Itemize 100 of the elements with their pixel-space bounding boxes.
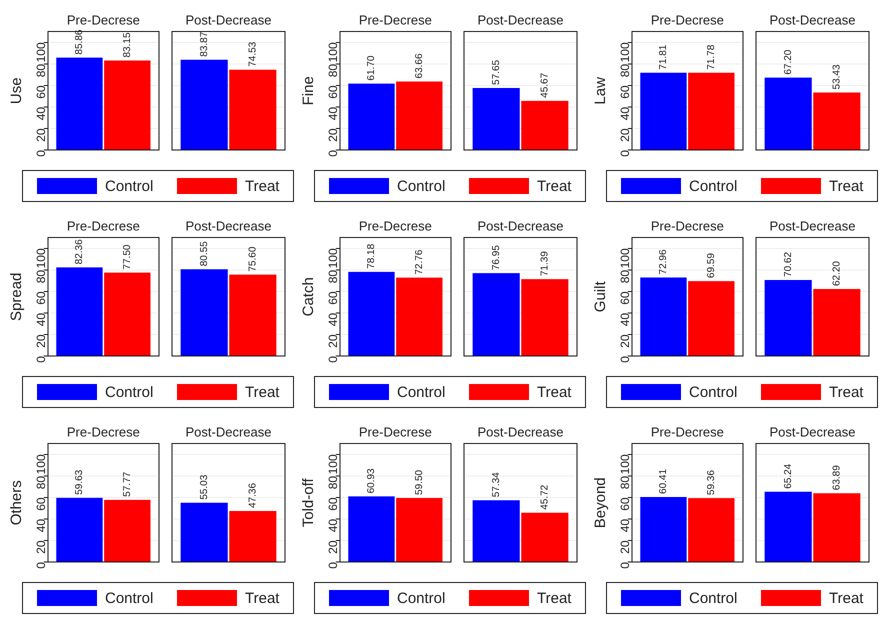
legend-label: Treat [245,384,280,400]
legend-label: Treat [537,384,572,400]
x-tick-label: Pre-Decrese [66,218,140,234]
data-label: 80.55 [198,240,210,266]
data-label: 55.03 [198,474,210,500]
data-label: 74.53 [248,41,259,67]
y-tick-label: 60 [34,497,48,511]
y-tick-label: 100 [34,42,48,62]
x-tick-label: Post-Decrease [478,12,564,28]
y-tick-label: 60 [326,497,340,511]
legend-label: Control [105,178,154,194]
y-tick-label: 40 [618,312,632,326]
legend-label: Treat [537,590,572,606]
y-tick-label: 0 [326,356,340,363]
y-tick-label: 60 [34,291,48,305]
y-tick-label: 100 [618,454,632,474]
y-tick-label: 20 [326,334,340,348]
y-tick-label: 40 [618,518,632,532]
x-tick-label: Post-Decrease [478,218,564,234]
y-tick-label: 0 [34,356,48,363]
y-tick-label: 60 [34,85,48,99]
y-tick-label: 0 [618,356,632,363]
y-tick-label: 60 [618,85,632,99]
y-tick-label: 40 [326,106,340,120]
data-label: 53.43 [832,64,843,90]
y-tick-label: 100 [618,248,632,268]
y-tick-label: 40 [34,518,48,532]
data-label: 83.15 [122,32,134,58]
y-axis-title: Use [8,77,26,104]
x-tick-label: Pre-Decrese [650,218,724,234]
data-label: 77.50 [122,244,134,270]
data-label: 63.89 [832,464,843,490]
y-tick-label: 60 [618,497,632,511]
data-label: 62.20 [832,260,843,286]
data-label: 57.65 [490,59,502,85]
y-tick-label: 60 [326,85,340,99]
data-label: 71.81 [658,44,670,70]
legend-label: Control [689,178,738,194]
y-tick-label: 80 [618,64,632,78]
y-tick-label: 20 [34,334,48,348]
legend-label: Control [397,178,446,194]
legend-label: Treat [245,178,280,194]
y-axis-title: Catch [300,277,318,316]
x-tick-label: Pre-Decrese [650,12,724,28]
y-tick-label: 80 [34,476,48,490]
y-tick-label: 80 [34,270,48,284]
y-tick-label: 0 [326,562,340,569]
data-label: 75.60 [248,246,259,272]
y-tick-label: 40 [618,106,632,120]
legend-label: Control [689,590,738,606]
x-tick-label: Pre-Decrese [650,424,724,440]
legend-label: Control [689,384,738,400]
y-tick-label: 40 [326,518,340,532]
data-label: 69.59 [706,252,718,278]
data-label: 60.93 [366,468,378,494]
y-tick-label: 60 [618,291,632,305]
y-tick-label: 0 [326,150,340,157]
x-tick-label: Pre-Decrese [358,218,432,234]
data-label: 61.70 [366,55,378,81]
legend-label: Control [105,384,154,400]
y-tick-label: 20 [618,334,632,348]
y-tick-label: 0 [618,562,632,569]
data-label: 82.36 [74,238,86,264]
y-tick-label: 20 [326,540,340,554]
x-tick-label: Post-Decrease [478,424,564,440]
y-axis-title: Others [8,480,26,526]
data-label: 83.87 [198,31,210,57]
y-tick-label: 80 [326,64,340,78]
y-axis-title: Spread [8,272,26,321]
data-label: 70.62 [782,252,794,277]
legend-label: Control [105,590,154,606]
legend-label: Control [397,590,446,606]
y-tick-label: 100 [326,42,340,62]
x-tick-label: Post-Decrease [186,424,272,440]
legend-label: Treat [829,590,864,606]
data-label: 71.78 [706,44,718,70]
y-tick-label: 20 [618,540,632,554]
x-tick-label: Post-Decrease [186,218,272,234]
legend-label: Treat [537,178,572,194]
data-label: 76.95 [490,244,502,270]
x-tick-label: Pre-Decrese [66,424,140,440]
y-tick-label: 60 [326,291,340,305]
y-tick-label: 20 [34,540,48,554]
y-tick-label: 0 [618,150,632,157]
data-label: 47.36 [248,482,259,508]
data-label: 71.39 [540,250,551,276]
x-tick-label: Pre-Decrese [358,424,432,440]
x-tick-label: Post-Decrease [186,12,272,28]
y-axis-title: Guilt [592,280,610,312]
data-label: 63.66 [414,53,426,78]
y-axis-title: Fine [300,76,318,106]
y-tick-label: 80 [326,270,340,284]
data-label: 72.76 [414,249,426,275]
data-label: 72.96 [658,249,670,274]
y-tick-label: 40 [34,312,48,326]
y-tick-label: 100 [618,42,632,62]
y-tick-label: 100 [326,248,340,268]
y-axis-title: Told-off [300,478,318,528]
data-label: 59.36 [706,470,718,496]
y-tick-label: 20 [326,128,340,142]
